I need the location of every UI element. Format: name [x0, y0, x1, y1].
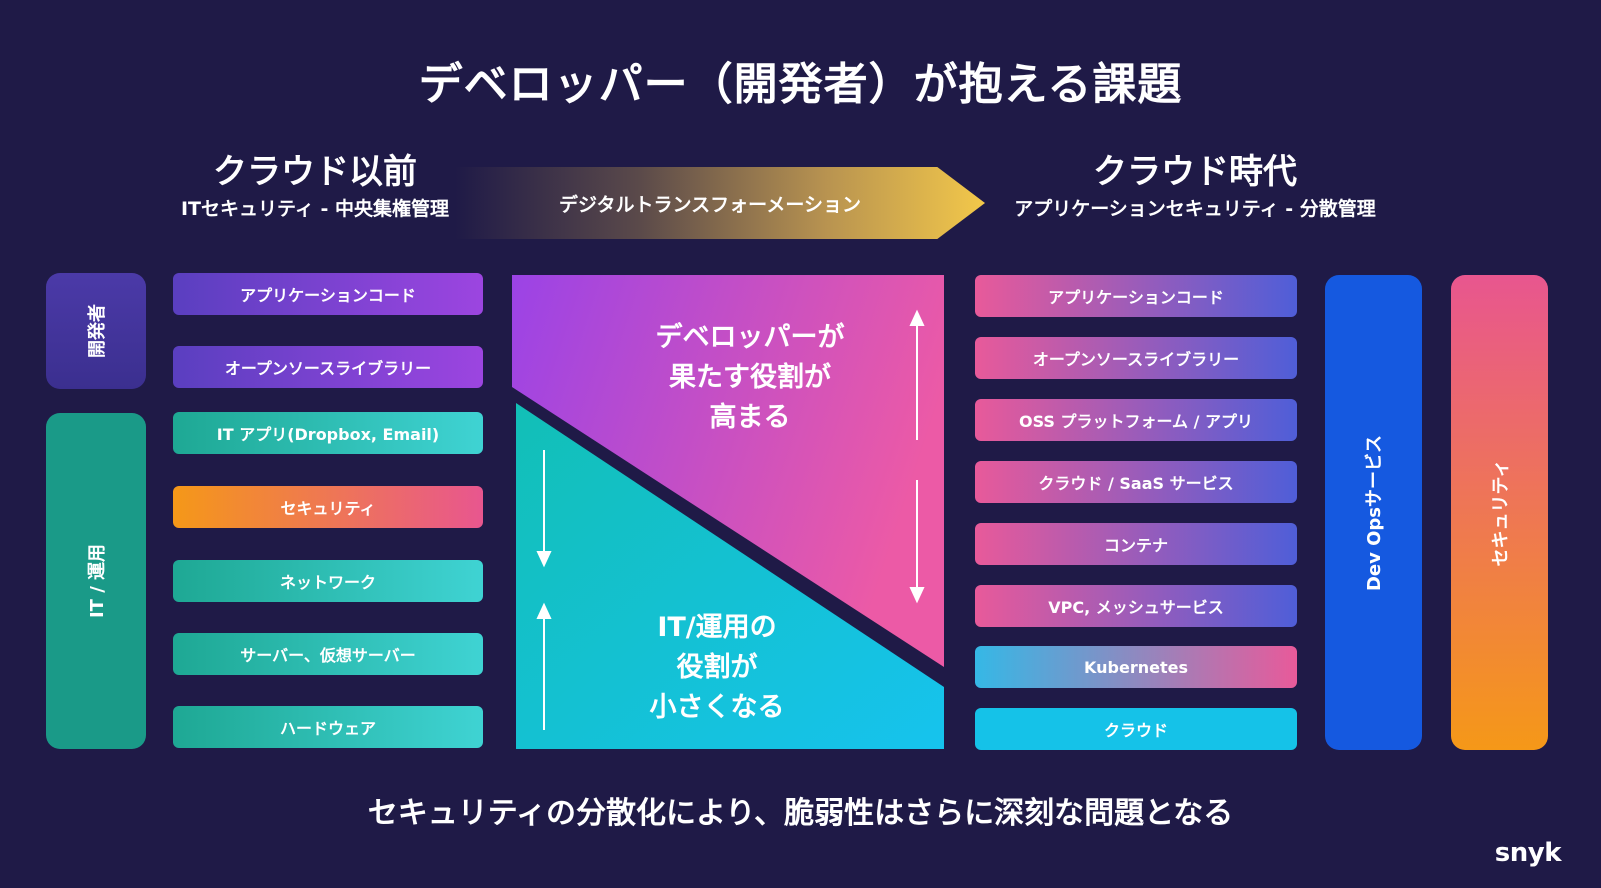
right-item-containers: コンテナ: [975, 523, 1297, 565]
it-role-line-3: 小さくなる: [649, 692, 785, 723]
left-item-oss-library: オープンソースライブラリー: [173, 346, 483, 388]
developer-role-line-2: 果たす役割が: [669, 362, 831, 393]
right-item-cloud-saas: クラウド / SaaS サービス: [975, 461, 1297, 503]
cloud-era-title: クラウド時代: [1093, 152, 1297, 192]
left-item-network: ネットワーク: [173, 560, 483, 602]
left-item-security: セキュリティ: [173, 486, 483, 528]
left-item-it-apps: IT アプリ(Dropbox, Email): [173, 412, 483, 454]
developer-role-text: デベロッパーが 果たす役割が 高まる: [600, 318, 900, 438]
snyk-logo: snyk: [1494, 838, 1562, 868]
page-title: デベロッパー（開発者）が抱える課題: [418, 59, 1183, 110]
before-cloud-subtitle: ITセキュリティ - 中央集権管理: [180, 198, 449, 220]
it-role-line-1: IT/運用の: [657, 612, 777, 643]
right-item-cloud: クラウド: [975, 708, 1297, 750]
developer-label: 開発者: [87, 304, 108, 358]
it-ops-label: IT / 運用: [87, 543, 108, 619]
before-cloud-title: クラウド以前: [213, 152, 417, 192]
role-shift-diagram: [512, 275, 944, 749]
it-role-triangle: [516, 403, 944, 749]
cloud-era-heading: クラウド時代 アプリケーションセキュリティ - 分散管理: [985, 150, 1405, 224]
right-item-oss-library: オープンソースライブラリー: [975, 337, 1297, 379]
developer-role-triangle: [512, 275, 944, 667]
right-item-app-code: アプリケーションコード: [975, 275, 1297, 317]
security-side-text: セキュリティ: [1490, 459, 1512, 566]
security-side-label: セキュリティ: [1451, 275, 1548, 750]
right-item-vpc-mesh: VPC, メッシュサービス: [975, 585, 1297, 627]
developer-role-line-3: 高まる: [709, 402, 791, 433]
left-item-app-code: アプリケーションコード: [173, 273, 483, 315]
it-role-text: IT/運用の 役割が 小さくなる: [572, 608, 862, 728]
left-item-servers: サーバー、仮想サーバー: [173, 633, 483, 675]
left-item-hardware: ハードウェア: [173, 706, 483, 748]
it-role-line-2: 役割が: [676, 652, 758, 683]
digital-transformation-label: デジタルトランスフォーメーション: [558, 193, 862, 216]
developer-side-label: 開発者: [46, 273, 146, 389]
cloud-era-subtitle: アプリケーションセキュリティ - 分散管理: [1014, 198, 1376, 220]
devops-services-text: Dev Opsサービス: [1364, 434, 1386, 591]
before-cloud-heading: クラウド以前 ITセキュリティ - 中央集権管理: [150, 150, 480, 224]
developer-role-line-1: デベロッパーが: [655, 322, 845, 353]
devops-services-label: Dev Opsサービス: [1325, 275, 1422, 750]
footer-message: セキュリティの分散化により、脆弱性はさらに深刻な問題となる: [367, 796, 1234, 831]
digital-transformation-arrow: デジタルトランスフォーメーション: [455, 167, 985, 239]
right-item-kubernetes: Kubernetes: [975, 646, 1297, 688]
right-item-oss-platform: OSS プラットフォーム / アプリ: [975, 399, 1297, 441]
it-ops-side-label: IT / 運用: [46, 413, 146, 749]
